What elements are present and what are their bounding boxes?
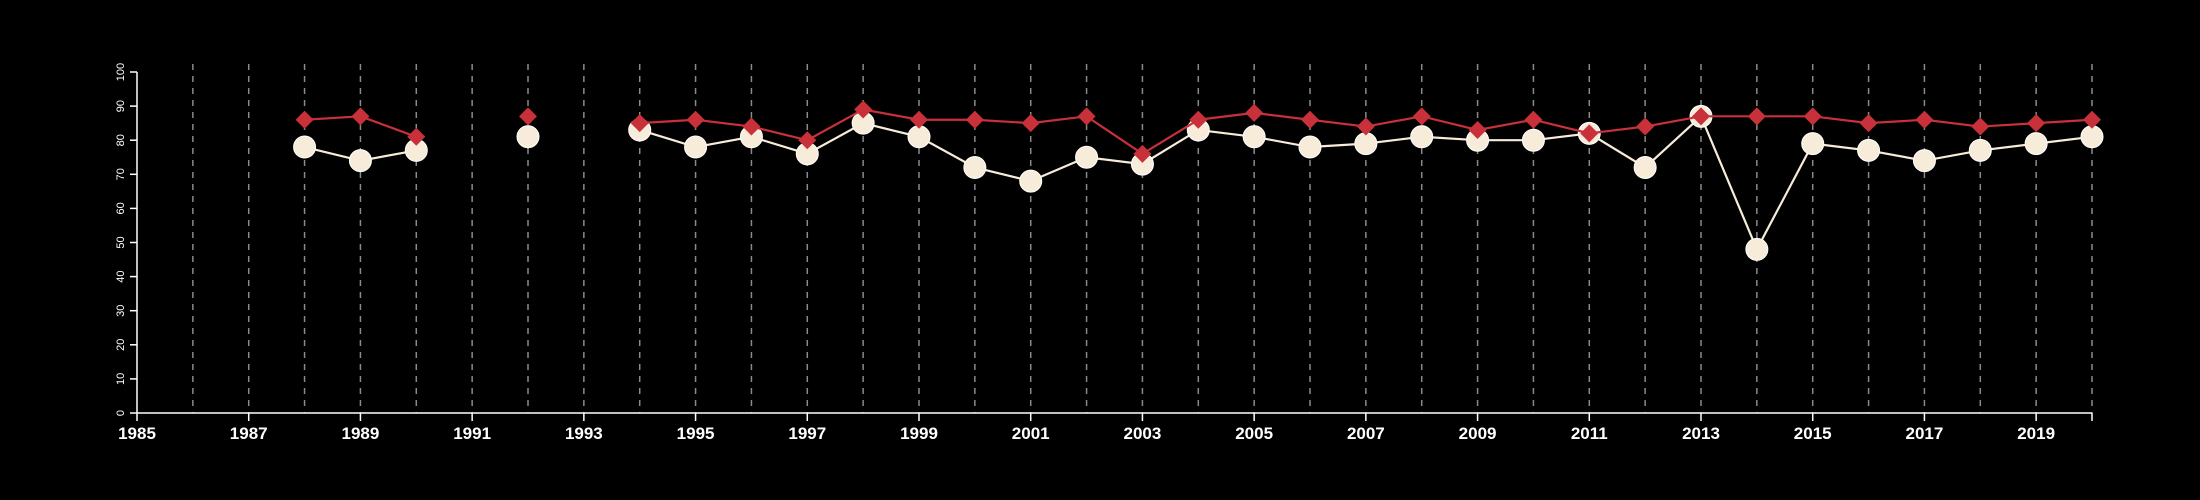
point-diamond-1996 — [742, 117, 761, 136]
point-circle-2012 — [1633, 155, 1657, 179]
point-circle-2000 — [963, 155, 987, 179]
point-diamond-2010 — [1524, 110, 1543, 129]
point-circle-2007 — [1354, 132, 1378, 156]
point-diamond-2020 — [2083, 110, 2101, 129]
y-tick-label-60: 60 — [115, 202, 127, 214]
point-diamond-2012 — [1636, 117, 1655, 136]
x-tick-label-1993: 1993 — [565, 424, 603, 443]
point-diamond-2002 — [1077, 107, 1096, 126]
point-diamond-1992 — [519, 107, 537, 126]
point-circle-1988 — [293, 135, 317, 159]
y-tick-label-50: 50 — [115, 236, 127, 248]
point-circle-2018 — [1968, 138, 1992, 162]
point-circle-2010 — [1521, 128, 1545, 152]
point-diamond-1998 — [854, 100, 873, 119]
x-tick-label-1987: 1987 — [230, 424, 268, 443]
point-circle-2020 — [2080, 125, 2104, 149]
point-diamond-2018 — [1971, 117, 1990, 136]
x-tick-label-1999: 1999 — [900, 424, 938, 443]
point-circle-2016 — [1857, 138, 1881, 162]
x-tick-label-2003: 2003 — [1124, 424, 1162, 443]
y-tick-label-40: 40 — [115, 270, 127, 282]
point-circle-2017 — [1912, 149, 1936, 173]
point-circle-1992 — [516, 125, 540, 149]
point-diamond-2011 — [1580, 124, 1599, 143]
x-tick-label-2009: 2009 — [1459, 424, 1497, 443]
x-tick-label-2015: 2015 — [1794, 424, 1832, 443]
x-tick-label-2001: 2001 — [1012, 424, 1050, 443]
point-diamond-1995 — [686, 110, 705, 129]
point-circle-1999 — [907, 125, 931, 149]
point-diamond-1990 — [407, 127, 426, 146]
y-tick-label-100: 100 — [115, 63, 127, 81]
point-circle-2015 — [1801, 132, 1825, 156]
point-diamond-2005 — [1245, 103, 1264, 122]
point-diamond-2004 — [1189, 110, 1208, 129]
series-layer — [293, 100, 2104, 261]
point-circle-2019 — [2024, 132, 2048, 156]
x-tick-label-1991: 1991 — [453, 424, 491, 443]
y-tick-label-20: 20 — [115, 339, 127, 351]
point-diamond-2000 — [965, 110, 984, 129]
point-circle-2008 — [1410, 125, 1434, 149]
y-tick-label-80: 80 — [115, 134, 127, 146]
x-tick-label-2017: 2017 — [1906, 424, 1944, 443]
series-circle — [293, 104, 2104, 261]
point-circle-1989 — [348, 149, 372, 173]
point-diamond-2009 — [1468, 120, 1487, 139]
point-circle-2001 — [1019, 169, 1043, 193]
x-tick-label-1989: 1989 — [342, 424, 380, 443]
y-tick-label-90: 90 — [115, 100, 127, 112]
x-tick-label-2005: 2005 — [1235, 424, 1273, 443]
point-circle-1995 — [684, 135, 708, 159]
point-diamond-2001 — [1021, 114, 1040, 133]
point-diamond-2013 — [1692, 107, 1710, 126]
point-diamond-1997 — [798, 131, 817, 150]
point-diamond-1989 — [351, 107, 370, 126]
y-tick-label-0: 0 — [115, 410, 127, 416]
point-circle-2014 — [1745, 237, 1769, 261]
point-diamond-2016 — [1859, 114, 1878, 133]
gridlines — [192, 64, 2093, 413]
point-circle-2002 — [1075, 145, 1099, 169]
point-diamond-2015 — [1803, 107, 1822, 126]
y-tick-label-10: 10 — [115, 373, 127, 385]
point-diamond-1988 — [295, 110, 314, 129]
series-diamond — [295, 100, 2101, 163]
x-tick-label-1995: 1995 — [677, 424, 715, 443]
x-tick-label-2019: 2019 — [2017, 424, 2055, 443]
point-diamond-2003 — [1133, 144, 1152, 163]
y-tick-label-30: 30 — [115, 305, 127, 317]
x-tick-label-1997: 1997 — [788, 424, 826, 443]
x-tick-label-2013: 2013 — [1682, 424, 1720, 443]
point-diamond-2008 — [1412, 107, 1431, 126]
x-tick-label-2007: 2007 — [1347, 424, 1385, 443]
y-tick-label-70: 70 — [115, 168, 127, 180]
point-diamond-2007 — [1356, 117, 1375, 136]
point-diamond-2017 — [1915, 110, 1934, 129]
x-tick-label-2011: 2011 — [1571, 424, 1608, 443]
point-diamond-1999 — [910, 110, 928, 129]
x-tick-label-1985: 1985 — [118, 424, 156, 443]
axes: 0 10 20 30 40 50 60 70 80 90 100 1985 1987 1989 1991 19… — [115, 63, 2093, 443]
point-diamond-2014 — [1747, 107, 1766, 126]
point-diamond-2019 — [2027, 114, 2046, 133]
point-circle-2005 — [1242, 125, 1266, 149]
point-diamond-2006 — [1301, 110, 1319, 129]
point-diamond-1994 — [630, 114, 649, 133]
point-circle-2006 — [1298, 135, 1322, 159]
